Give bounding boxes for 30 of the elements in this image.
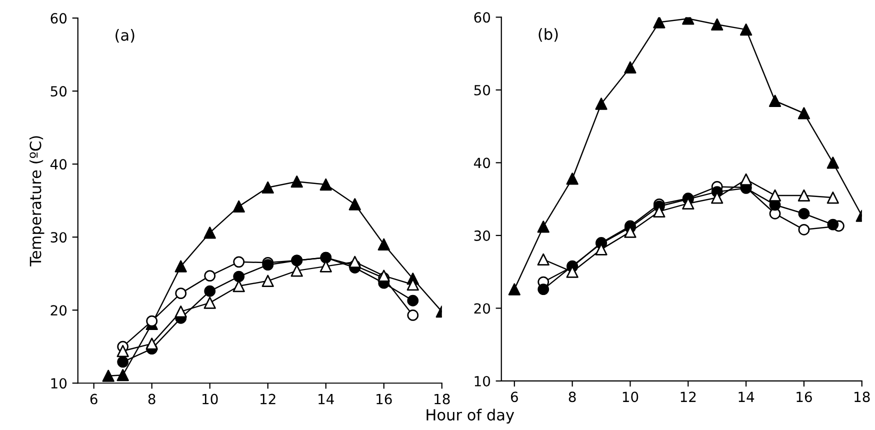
x-tick-label: 6 <box>510 392 518 402</box>
x-tick-label: 14 <box>318 394 334 404</box>
y-tick-label: 30 <box>50 232 67 243</box>
y-axis-title: Temperature (ºC) <box>29 136 44 266</box>
y-tick-label: 40 <box>50 159 67 170</box>
y-tick-label: 60 <box>50 13 67 24</box>
x-tick-label: 8 <box>568 392 576 402</box>
x-tick-label: 14 <box>738 392 754 402</box>
y-tick-label: 30 <box>474 230 490 241</box>
y-tick-label: 20 <box>50 305 67 316</box>
x-tick-label: 10 <box>622 392 638 402</box>
text: (b) <box>538 28 558 42</box>
x-tick-label: 8 <box>148 394 156 404</box>
x-tick-label: 16 <box>376 394 392 404</box>
y-tick-label: 50 <box>50 86 67 97</box>
y-tick-label: 10 <box>51 378 67 389</box>
x-tick-label: 18 <box>854 392 870 402</box>
text: (a) <box>116 29 134 43</box>
x-axis-title: Hour of day <box>426 408 514 424</box>
y-tick-label: 50 <box>474 84 490 96</box>
y-tick-label: 40 <box>474 158 490 168</box>
x-tick-label: 6 <box>90 394 98 404</box>
x-tick-label: 18 <box>434 394 450 404</box>
x-tick-label: 12 <box>680 392 696 402</box>
x-tick-label: 10 <box>202 394 218 404</box>
y-tick-label: 20 <box>474 303 490 314</box>
y-tick-label: 60 <box>474 12 490 23</box>
x-tick-label: 12 <box>260 394 276 404</box>
x-tick-label: 16 <box>796 392 812 402</box>
y-tick-label: 10 <box>474 376 490 386</box>
